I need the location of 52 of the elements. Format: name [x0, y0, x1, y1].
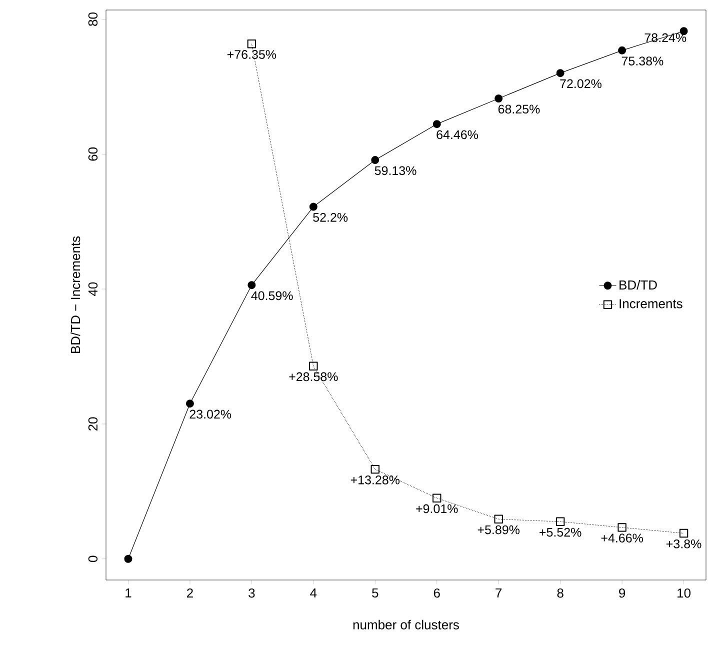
x-tick-label: 7	[496, 588, 502, 598]
data-label: +28.58%	[289, 372, 338, 382]
data-label: 52.2%	[313, 212, 348, 222]
data-label: 40.59%	[251, 291, 293, 300]
x-tick-label: 10	[678, 588, 690, 598]
y-tick-label: 60	[88, 147, 98, 161]
data-label: 23.02%	[190, 410, 232, 419]
x-tick-label: 8	[557, 588, 564, 598]
point	[370, 464, 380, 474]
legend-label: Increments	[620, 299, 682, 308]
x-axis-title: number of clusters	[353, 620, 459, 630]
y-tick-label: 0	[88, 556, 98, 562]
y-axis-title: BD/TD − Increments	[70, 236, 80, 353]
y-tick-label: 40	[88, 282, 98, 296]
x-tick-label: 1	[126, 588, 132, 598]
data-label: 68.25%	[498, 104, 540, 114]
point	[556, 517, 565, 526]
point	[494, 94, 503, 102]
data-label: 59.13%	[374, 166, 416, 176]
point	[186, 400, 194, 408]
x-tick-label: 6	[434, 588, 440, 598]
data-label: 72.02%	[560, 79, 602, 88]
point	[679, 528, 688, 538]
point	[556, 69, 564, 78]
point	[494, 514, 503, 524]
x-tick-label: 5	[372, 588, 378, 598]
x-tick-label: 2	[186, 588, 193, 598]
point	[124, 554, 132, 563]
data-label: 75.38%	[622, 56, 664, 66]
point	[309, 202, 318, 211]
x-tick-label: 4	[310, 588, 317, 598]
point	[432, 120, 441, 128]
x-tick-label: 3	[248, 588, 255, 598]
point	[618, 46, 626, 54]
legend-label: BD/TD	[620, 280, 657, 290]
data-label: +5.89%	[478, 525, 520, 534]
data-label: +9.01%	[416, 504, 458, 514]
point	[618, 523, 626, 532]
data-label: +4.66%	[601, 534, 643, 543]
point	[371, 156, 380, 164]
data-label: +13.28%	[350, 476, 400, 484]
data-label: 64.46%	[436, 130, 478, 140]
y-tick-label: 20	[88, 417, 98, 431]
y-tick-label: 80	[88, 12, 98, 26]
data-label: +76.35%	[227, 50, 276, 59]
point	[248, 281, 256, 290]
point	[247, 40, 256, 48]
point	[309, 362, 318, 370]
data-label: +3.8%	[666, 539, 702, 548]
point	[432, 494, 442, 502]
x-tick-label: 9	[619, 588, 626, 598]
data-label: +5.52%	[540, 528, 582, 537]
